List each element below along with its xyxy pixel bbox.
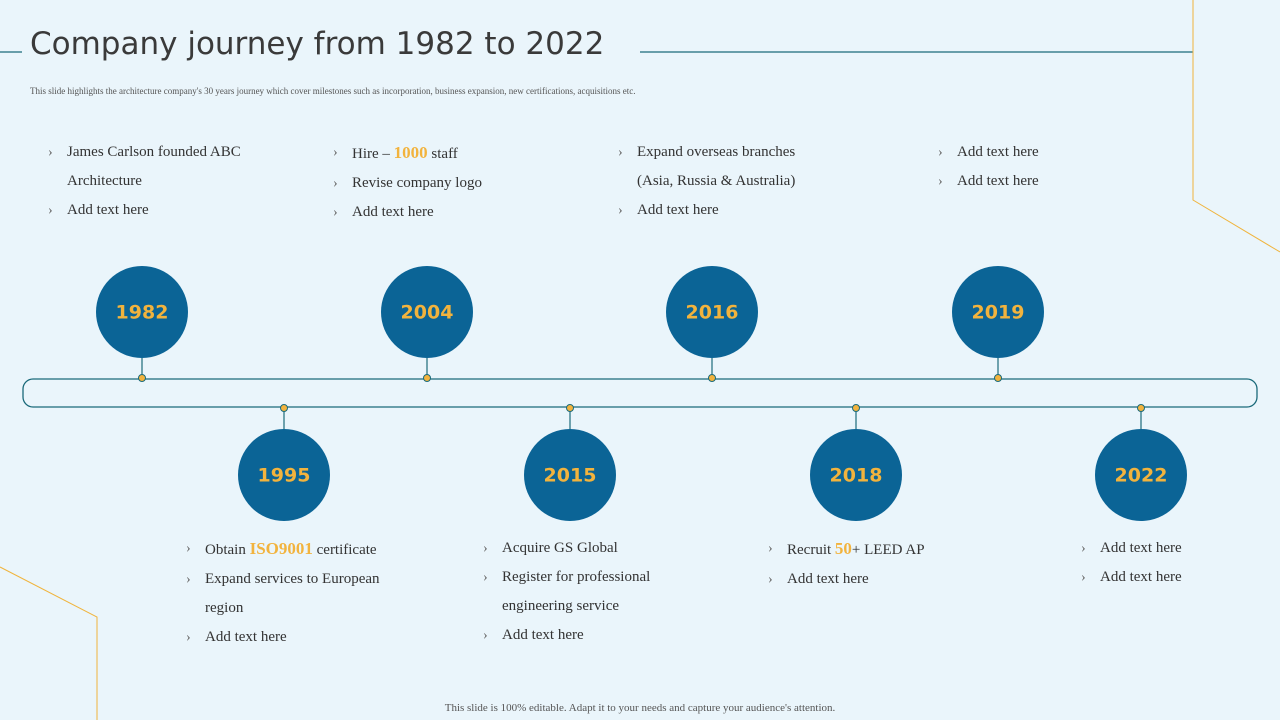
year-circle	[952, 266, 1044, 358]
milestone-text: Recruit 50+ LEED APAdd text here	[768, 534, 963, 594]
bullet-text: staff	[431, 146, 458, 162]
connector-dot	[1137, 404, 1145, 412]
milestone-text: James Carlson founded ABC ArchitectureAd…	[48, 138, 243, 225]
year-circle	[524, 429, 616, 521]
bullet: Add text here	[333, 198, 528, 227]
subtitle: This slide highlights the architecture c…	[30, 86, 636, 96]
corner-line	[1192, 0, 1280, 253]
corner-line	[0, 566, 98, 720]
bullet: Add text here	[48, 196, 243, 225]
bullet-text: Hire –	[352, 146, 390, 162]
year-circle	[810, 429, 902, 521]
milestone-text: Add text hereAdd text here	[1081, 534, 1276, 592]
bullet: Add text here	[768, 565, 963, 594]
year-label: 1995	[258, 465, 311, 487]
bullet: Hire – 1000 staff	[333, 138, 528, 169]
bullet: Expand overseas branches (Asia, Russia &…	[618, 138, 813, 196]
milestone-text: Hire – 1000 staffRevise company logoAdd …	[333, 138, 528, 227]
year-label: 2004	[401, 302, 454, 324]
connector-dot	[423, 374, 431, 382]
title: Company journey from 1982 to 2022	[30, 26, 605, 62]
bullet-text: + LEED AP	[851, 542, 925, 558]
connector-dot	[138, 374, 146, 382]
year-circle	[238, 429, 330, 521]
footer-note: This slide is 100% editable. Adapt it to…	[444, 702, 836, 714]
connector-dot	[566, 404, 574, 412]
year-circle	[96, 266, 188, 358]
bullet-text: Obtain	[205, 542, 246, 558]
bullet: Acquire GS Global	[483, 534, 678, 563]
bullet: Add text here	[938, 138, 1133, 167]
bullet: Add text here	[186, 623, 381, 652]
connector-dot	[280, 404, 288, 412]
bullet: Add text here	[938, 167, 1133, 196]
bullet: Add text here	[1081, 534, 1276, 563]
connector-dot	[994, 374, 1002, 382]
milestone-text: Expand overseas branches (Asia, Russia &…	[618, 138, 813, 225]
bullet: James Carlson founded ABC Architecture	[48, 138, 243, 196]
year-circle	[1095, 429, 1187, 521]
bullet-text: certificate	[316, 542, 377, 558]
highlight: 50	[834, 539, 852, 558]
bullet: Add text here	[483, 621, 678, 650]
year-label: 2016	[686, 302, 739, 324]
bullet-text: Recruit	[787, 542, 832, 558]
highlight: ISO9001	[249, 539, 313, 558]
connector-dot	[852, 404, 860, 412]
year-circle	[381, 266, 473, 358]
milestone-text: Add text hereAdd text here	[938, 138, 1133, 196]
year-label: 2018	[830, 465, 883, 487]
bullet: Obtain ISO9001 certificate	[186, 534, 381, 565]
bullet: Add text here	[1081, 563, 1276, 592]
bullet: Recruit 50+ LEED AP	[768, 534, 963, 565]
year-label: 2015	[544, 465, 597, 487]
year-circle	[666, 266, 758, 358]
highlight: 1000	[393, 143, 428, 162]
milestone-text: Acquire GS GlobalRegister for profession…	[483, 534, 678, 650]
connector-dot	[708, 374, 716, 382]
year-label: 1982	[116, 302, 169, 324]
milestone-text: Obtain ISO9001 certificateExpand service…	[186, 534, 381, 652]
year-label: 2022	[1115, 465, 1168, 487]
bullet: Expand services to European region	[186, 565, 381, 623]
bullet: Register for professional engineering se…	[483, 563, 678, 621]
year-label: 2019	[972, 302, 1025, 324]
timeline-bar	[22, 378, 1258, 408]
bullet: Revise company logo	[333, 169, 528, 198]
bullet: Add text here	[618, 196, 813, 225]
